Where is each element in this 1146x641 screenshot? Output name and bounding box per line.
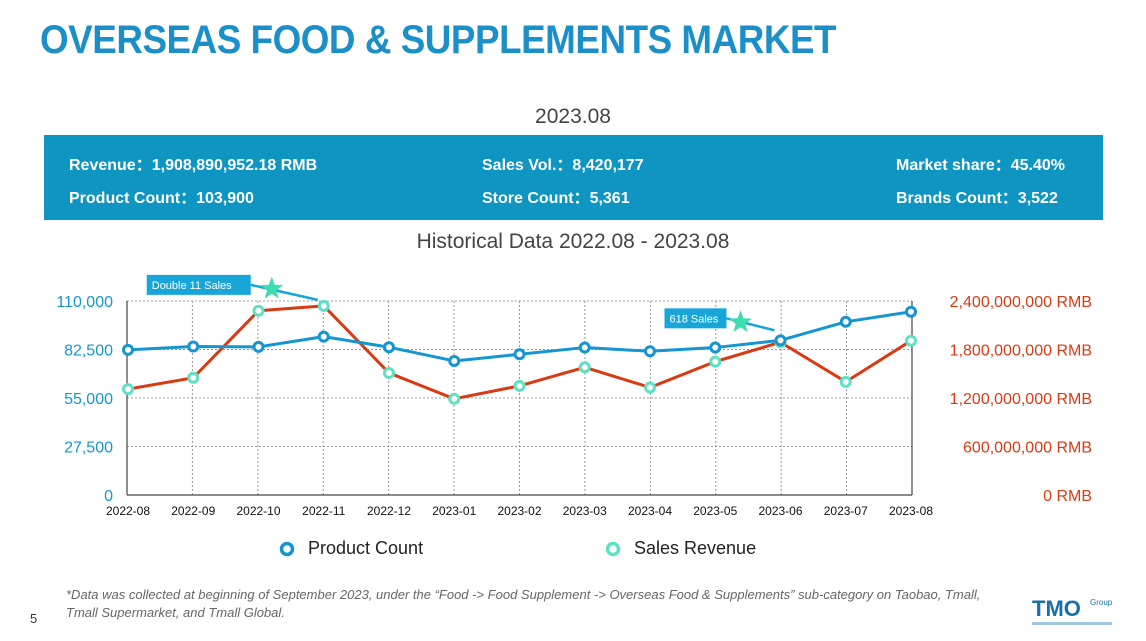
revenue-value: 1,908,890,952.18 RMB [151, 157, 318, 174]
product-count-point [122, 343, 134, 356]
product-count-point [448, 354, 461, 367]
product-count-value: 103,900 [196, 190, 254, 207]
product-count-point [905, 305, 917, 318]
product-count-legend-marker [279, 541, 295, 556]
product-count-point [513, 348, 526, 361]
sales-revenue-point [383, 366, 395, 379]
sales-volume-value: 8,420,177 [572, 157, 644, 174]
x-tick-label: 2023-08 [889, 504, 933, 518]
x-tick-label: 2022-10 [236, 504, 280, 518]
sales-revenue-point [709, 355, 722, 368]
annotation-label: Double 11 Sales [152, 280, 232, 292]
revenue-stat: Revenue1,908,890,952.18 RMB [69, 151, 317, 175]
sales-volume-label: Sales Vol. [482, 157, 572, 174]
x-tick-label: 2023-05 [693, 504, 737, 518]
sales-revenue-point [644, 381, 656, 394]
logo-sub: Group [1090, 598, 1113, 607]
tmo-logo: TMO Group [1032, 596, 1113, 625]
right-tick-label: 2,400,000,000 RMB [950, 294, 1092, 311]
x-tick-label: 2022-11 [302, 504, 345, 518]
sales-revenue-point [122, 383, 134, 396]
sales-revenue-point [905, 334, 917, 347]
revenue-label: Revenue [69, 157, 152, 174]
sales-revenue-legend-marker [605, 541, 621, 556]
legend-label-revenue: Sales Revenue [634, 538, 757, 558]
product-count-point [709, 341, 722, 354]
market-share-label: Market share [896, 157, 1011, 174]
product-count-label: Product Count [69, 190, 196, 207]
product-count-point [644, 345, 656, 358]
annotation-box [146, 274, 251, 295]
product-count-stat: Product Count103,900 [69, 184, 254, 208]
store-count-value: 5,361 [589, 190, 630, 207]
historical-chart: 0 27,500 55,000 82,500 110,000 0 RMB 600,000,0… [56, 274, 1092, 518]
logo-text: TMO [1032, 596, 1081, 621]
product-count-point [187, 340, 200, 353]
x-tick-label: 2023-04 [628, 504, 672, 518]
annotation-star-icon [729, 310, 752, 332]
chart-heading: Historical Data 2022.08 - 2023.08 [416, 230, 730, 253]
sales-revenue-point [513, 379, 526, 392]
page-number: 5 [30, 611, 38, 626]
legend-label-product: Product Count [308, 538, 424, 558]
annotation-pointer [250, 283, 319, 302]
brands-count-value: 3,522 [1017, 190, 1058, 207]
sales-revenue-point [252, 304, 265, 317]
right-tick-label: 600,000,000 RMB [963, 440, 1092, 457]
stats-banner: Revenue1,908,890,952.18 RMB Sales Vol.8,… [44, 135, 1103, 220]
period-label: 2023.08 [535, 105, 611, 128]
x-tick-label: 2023-07 [824, 504, 868, 518]
x-tick-label: 2023-02 [497, 504, 541, 518]
annotation-star-icon [260, 276, 284, 299]
right-tick-label: 1,200,000,000 RMB [950, 391, 1092, 408]
logo-underline [1032, 622, 1112, 625]
sales-revenue-point [448, 392, 461, 405]
x-tick-label: 2023-06 [758, 504, 802, 518]
x-tick-label: 2022-12 [367, 504, 411, 518]
left-tick-label: 110,000 [56, 294, 113, 311]
legend-product-count: Product Count [278, 538, 423, 559]
brands-count-stat: Brands Count3,522 [896, 184, 1058, 208]
store-count-label: Store Count [482, 190, 590, 207]
sales-revenue-point [578, 361, 591, 374]
page-title: OVERSEAS FOOD & SUPPLEMENTS MARKET [40, 18, 837, 62]
left-tick-label: 0 [104, 488, 113, 505]
x-tick-label: 2022-09 [171, 504, 215, 518]
left-tick-label: 27,500 [64, 440, 113, 457]
product-count-point [774, 334, 787, 347]
sales-volume-stat: Sales Vol.8,420,177 [482, 151, 644, 175]
product-count-point [839, 315, 852, 328]
legend-sales-revenue: Sales Revenue [604, 538, 756, 559]
x-tick-label: 2022-08 [106, 504, 150, 518]
right-tick-label: 1,800,000,000 RMB [950, 343, 1092, 360]
left-tick-label: 82,500 [64, 343, 113, 360]
annotation-box [664, 308, 727, 329]
sales-revenue-point [839, 375, 852, 388]
sales-revenue-point [317, 299, 330, 312]
store-count-stat: Store Count5,361 [482, 184, 630, 208]
x-tick-label: 2023-01 [432, 504, 476, 518]
footnote: *Data was collected at beginning of Sept… [66, 587, 981, 620]
market-share-stat: Market share45.40% [896, 151, 1065, 175]
product-count-point [252, 340, 265, 353]
left-tick-label: 55,000 [64, 391, 113, 408]
product-count-point [578, 341, 591, 354]
product-count-point [383, 341, 395, 354]
sales-revenue-point [187, 371, 200, 384]
annotation-label: 618 Sales [670, 313, 719, 325]
right-tick-label: 0 RMB [1043, 488, 1092, 505]
market-share-value: 45.40% [1010, 157, 1065, 174]
product-count-point [317, 330, 330, 343]
x-tick-label: 2023-03 [563, 504, 607, 518]
brands-count-label: Brands Count [896, 190, 1018, 207]
